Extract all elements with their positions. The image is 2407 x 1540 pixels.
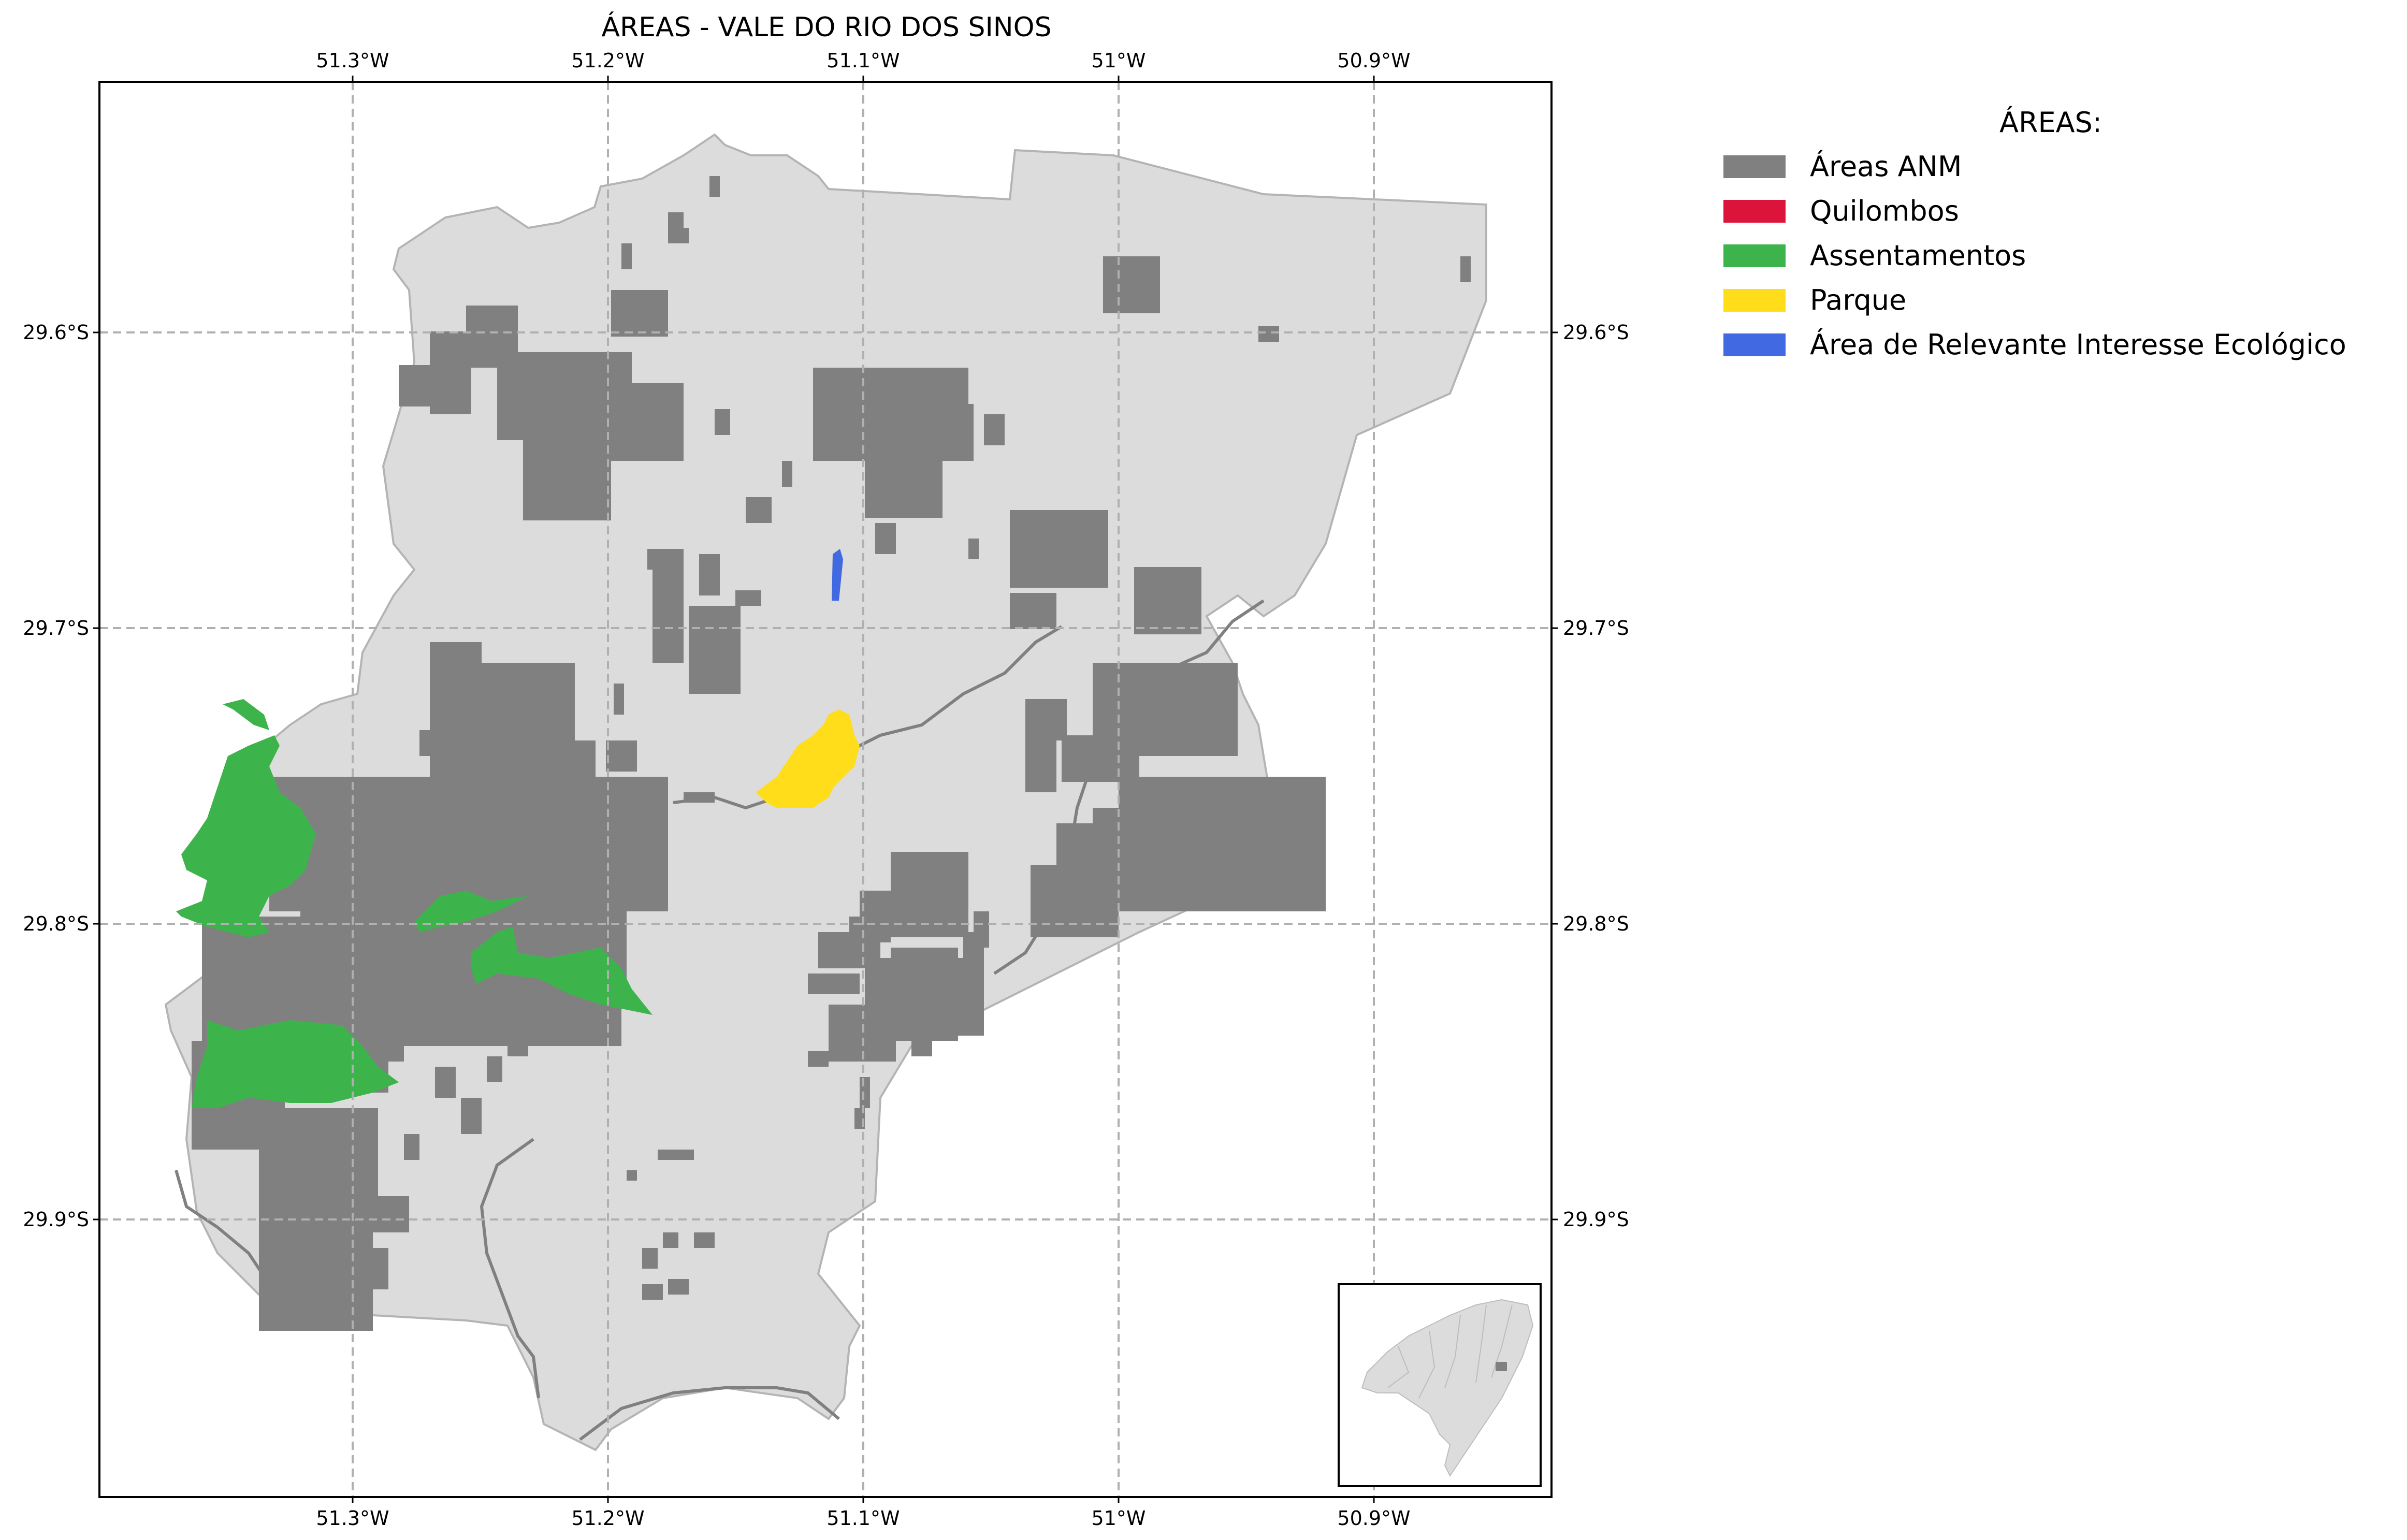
legend-label-assentamentos: Assentamentos bbox=[1810, 239, 2026, 272]
legend-title: ÁREAS: bbox=[1999, 106, 2102, 139]
map-ticks bbox=[93, 76, 1558, 1503]
legend-swatch-quilombos bbox=[1723, 200, 1786, 223]
legend-swatch-arie bbox=[1723, 333, 1786, 356]
lon-tick-label: 51.2°W bbox=[571, 1507, 644, 1530]
legend-swatch-anm bbox=[1723, 155, 1786, 178]
arie-area bbox=[832, 549, 843, 601]
legend-label-arie: Área de Relevante Interesse Ecológico bbox=[1810, 328, 2346, 361]
legend-label-anm: Áreas ANM bbox=[1810, 150, 1962, 183]
legend-label-quilombos: Quilombos bbox=[1810, 195, 1959, 227]
lon-labels-top: 51.3°W 51.2°W 51.1°W 51°W 50.9°W bbox=[316, 49, 1410, 72]
map-frame bbox=[98, 81, 1553, 1498]
lat-labels-left: 29.6°S 29.7°S 29.8°S 29.9°S bbox=[23, 321, 89, 1231]
legend-label-parque: Parque bbox=[1810, 284, 1906, 316]
parque-area bbox=[756, 709, 860, 808]
lat-tick-label: 29.8°S bbox=[1563, 912, 1629, 935]
lon-tick-label: 50.9°W bbox=[1337, 1507, 1410, 1530]
lat-tick-label: 29.8°S bbox=[23, 912, 89, 935]
lat-tick-label: 29.9°S bbox=[1563, 1208, 1629, 1231]
lat-tick-label: 29.6°S bbox=[1563, 321, 1629, 344]
assentamentos-areas bbox=[176, 699, 653, 1108]
map-title: ÁREAS - VALE DO RIO DOS SINOS bbox=[601, 11, 1051, 43]
river-south bbox=[579, 1386, 840, 1441]
lon-tick-label: 51.3°W bbox=[316, 1507, 389, 1530]
lat-tick-label: 29.7°S bbox=[23, 617, 89, 640]
lat-tick-label: 29.7°S bbox=[1563, 617, 1629, 640]
inset-locator-map bbox=[1338, 1283, 1542, 1487]
lon-tick-label: 51.1°W bbox=[827, 49, 900, 72]
lon-tick-label: 51°W bbox=[1092, 49, 1146, 72]
lat-labels-right: 29.6°S 29.7°S 29.8°S 29.9°S bbox=[1563, 321, 1629, 1231]
lat-tick-label: 29.9°S bbox=[23, 1208, 89, 1231]
inset-highlight bbox=[1496, 1362, 1507, 1371]
lon-tick-label: 51.1°W bbox=[827, 1507, 900, 1530]
river-lower bbox=[480, 1138, 540, 1399]
lon-tick-label: 51.3°W bbox=[316, 49, 389, 72]
map-axes: 51.3°W 51.2°W 51.1°W 51°W 50.9°W 51.3°W … bbox=[23, 49, 1629, 1530]
legend: ÁREAS: Áreas ANM Quilombos Assentamentos… bbox=[1723, 106, 2346, 361]
inset-state-outline bbox=[1361, 1299, 1534, 1477]
map-gridlines bbox=[99, 82, 1552, 1497]
lon-tick-label: 51.2°W bbox=[571, 49, 644, 72]
legend-swatch-parque bbox=[1723, 289, 1786, 312]
lat-tick-label: 29.6°S bbox=[23, 321, 89, 344]
lon-tick-label: 51°W bbox=[1092, 1507, 1146, 1530]
lon-labels-bottom: 51.3°W 51.2°W 51.1°W 51°W 50.9°W bbox=[316, 1507, 1410, 1530]
legend-swatch-assentamentos bbox=[1723, 244, 1786, 267]
lon-tick-label: 50.9°W bbox=[1337, 49, 1410, 72]
